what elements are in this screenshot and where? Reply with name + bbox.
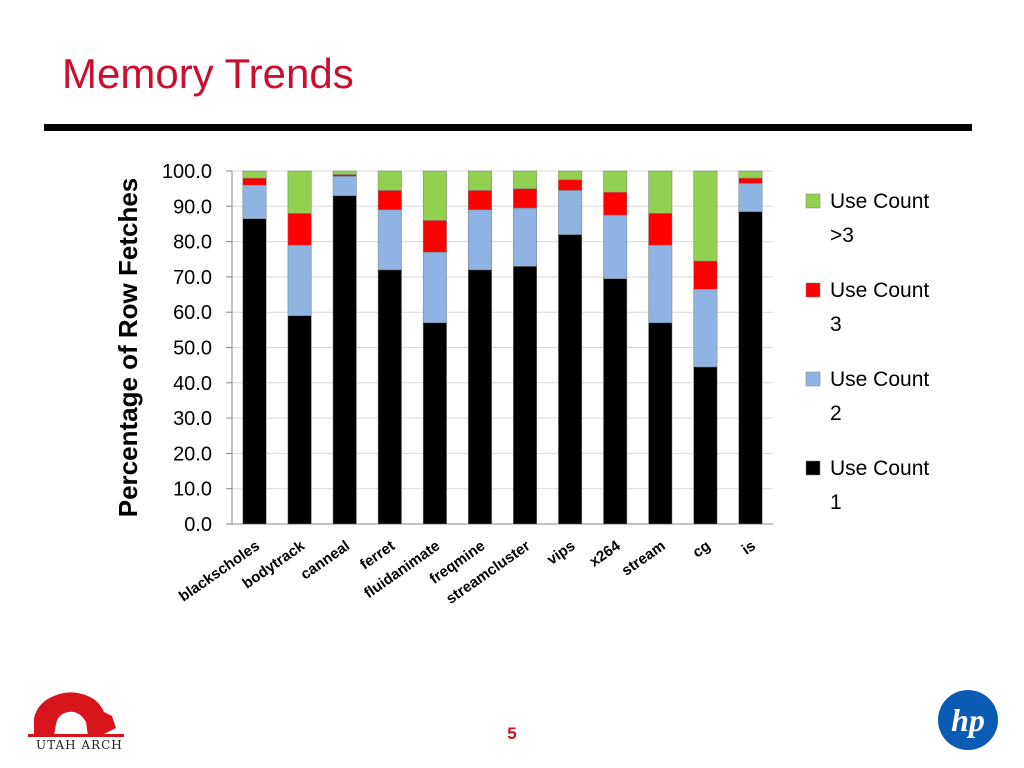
y-tick-label: 10.0 <box>173 479 212 501</box>
y-tick-label: 80.0 <box>173 232 212 254</box>
bar-segment <box>287 213 312 246</box>
bar-segment <box>513 188 538 209</box>
x-tick-label: is <box>739 537 759 558</box>
x-tick-label: vips <box>544 537 578 568</box>
bar-segment <box>287 244 312 316</box>
legend-label-line1: Use Count <box>830 190 929 213</box>
bar-segment <box>377 209 402 271</box>
legend-swatch <box>805 371 821 387</box>
y-axis-label: Percentage of Row Fetches <box>113 178 143 518</box>
bar-segment <box>648 244 673 324</box>
y-tick-label: 50.0 <box>173 338 212 360</box>
legend-label-line1: Use Count <box>830 279 929 302</box>
bar-segment <box>242 218 267 525</box>
bar-segment <box>603 214 628 279</box>
bar-segment <box>242 177 267 186</box>
legend-swatch <box>805 193 821 209</box>
bar-segment <box>738 183 763 212</box>
bar-segment <box>738 170 763 179</box>
bar-segment <box>332 176 357 196</box>
x-tick-label: stream <box>619 537 669 579</box>
page-number: 5 <box>507 724 517 743</box>
bar-segment <box>422 322 447 525</box>
legend-label-line1: Use Count <box>830 368 929 391</box>
legend-label-line2: >3 <box>830 224 854 247</box>
bar-segment <box>513 266 538 525</box>
bar-segment <box>603 278 628 525</box>
bar-segment <box>467 269 492 525</box>
bar-segment <box>377 190 402 211</box>
legend-swatch <box>805 460 821 476</box>
bar-segment <box>287 315 312 525</box>
bar-segment <box>558 170 583 181</box>
bar-segment <box>693 289 718 368</box>
bar-segment <box>693 260 718 290</box>
y-tick-label: 30.0 <box>173 408 212 430</box>
y-tick-label: 60.0 <box>173 302 212 324</box>
bar-segment <box>558 179 583 191</box>
bar-segment <box>467 170 492 191</box>
bar-segment <box>648 322 673 525</box>
bar-segment <box>693 170 718 262</box>
bar-segment <box>603 191 628 216</box>
bar-segment <box>242 170 267 179</box>
bar-segment <box>377 269 402 525</box>
utah-arch-logo-text: UTAH ARCH <box>36 738 123 752</box>
bar-segment <box>467 190 492 211</box>
bar-segment <box>332 174 357 177</box>
y-tick-label: 40.0 <box>173 373 212 395</box>
x-tick-label: cg <box>690 537 714 561</box>
bar-segment <box>332 170 357 175</box>
bar-segment <box>332 195 357 525</box>
bar-segment <box>422 251 447 324</box>
legend-label-line1: Use Count <box>830 457 929 480</box>
hp-logo: hp <box>938 690 998 750</box>
legend-label-line2: 3 <box>830 313 842 336</box>
bar-segment <box>287 170 312 214</box>
y-tick-label: 20.0 <box>173 443 212 465</box>
legend-label-line2: 1 <box>830 491 842 514</box>
bar-segment <box>467 209 492 271</box>
bar-segment <box>422 170 447 221</box>
bar-segment <box>738 177 763 184</box>
slide-title: Memory Trends <box>62 50 354 97</box>
bar-segment <box>377 170 402 191</box>
bar-segment <box>603 170 628 193</box>
y-tick-label: 70.0 <box>173 267 212 289</box>
hp-logo-text: hp <box>951 702 985 738</box>
y-tick-label: 0.0 <box>184 514 212 536</box>
bar-segment <box>558 234 583 525</box>
bar-segment <box>648 170 673 214</box>
bar-segment <box>648 213 673 246</box>
legend-swatch <box>805 282 821 298</box>
title-divider <box>44 124 972 131</box>
bar-segment <box>738 211 763 525</box>
bar-segment <box>513 207 538 267</box>
bar-segment <box>242 184 267 219</box>
x-tick-label: canneal <box>297 537 353 583</box>
utah-arch-logo <box>28 692 124 737</box>
bar-segment <box>513 170 538 189</box>
legend-label-line2: 2 <box>830 402 842 425</box>
bar-segment <box>693 366 718 525</box>
bar-segment <box>558 190 583 235</box>
bar-segment <box>422 220 447 253</box>
y-tick-label: 100.0 <box>162 161 212 183</box>
y-tick-label: 90.0 <box>173 196 212 218</box>
